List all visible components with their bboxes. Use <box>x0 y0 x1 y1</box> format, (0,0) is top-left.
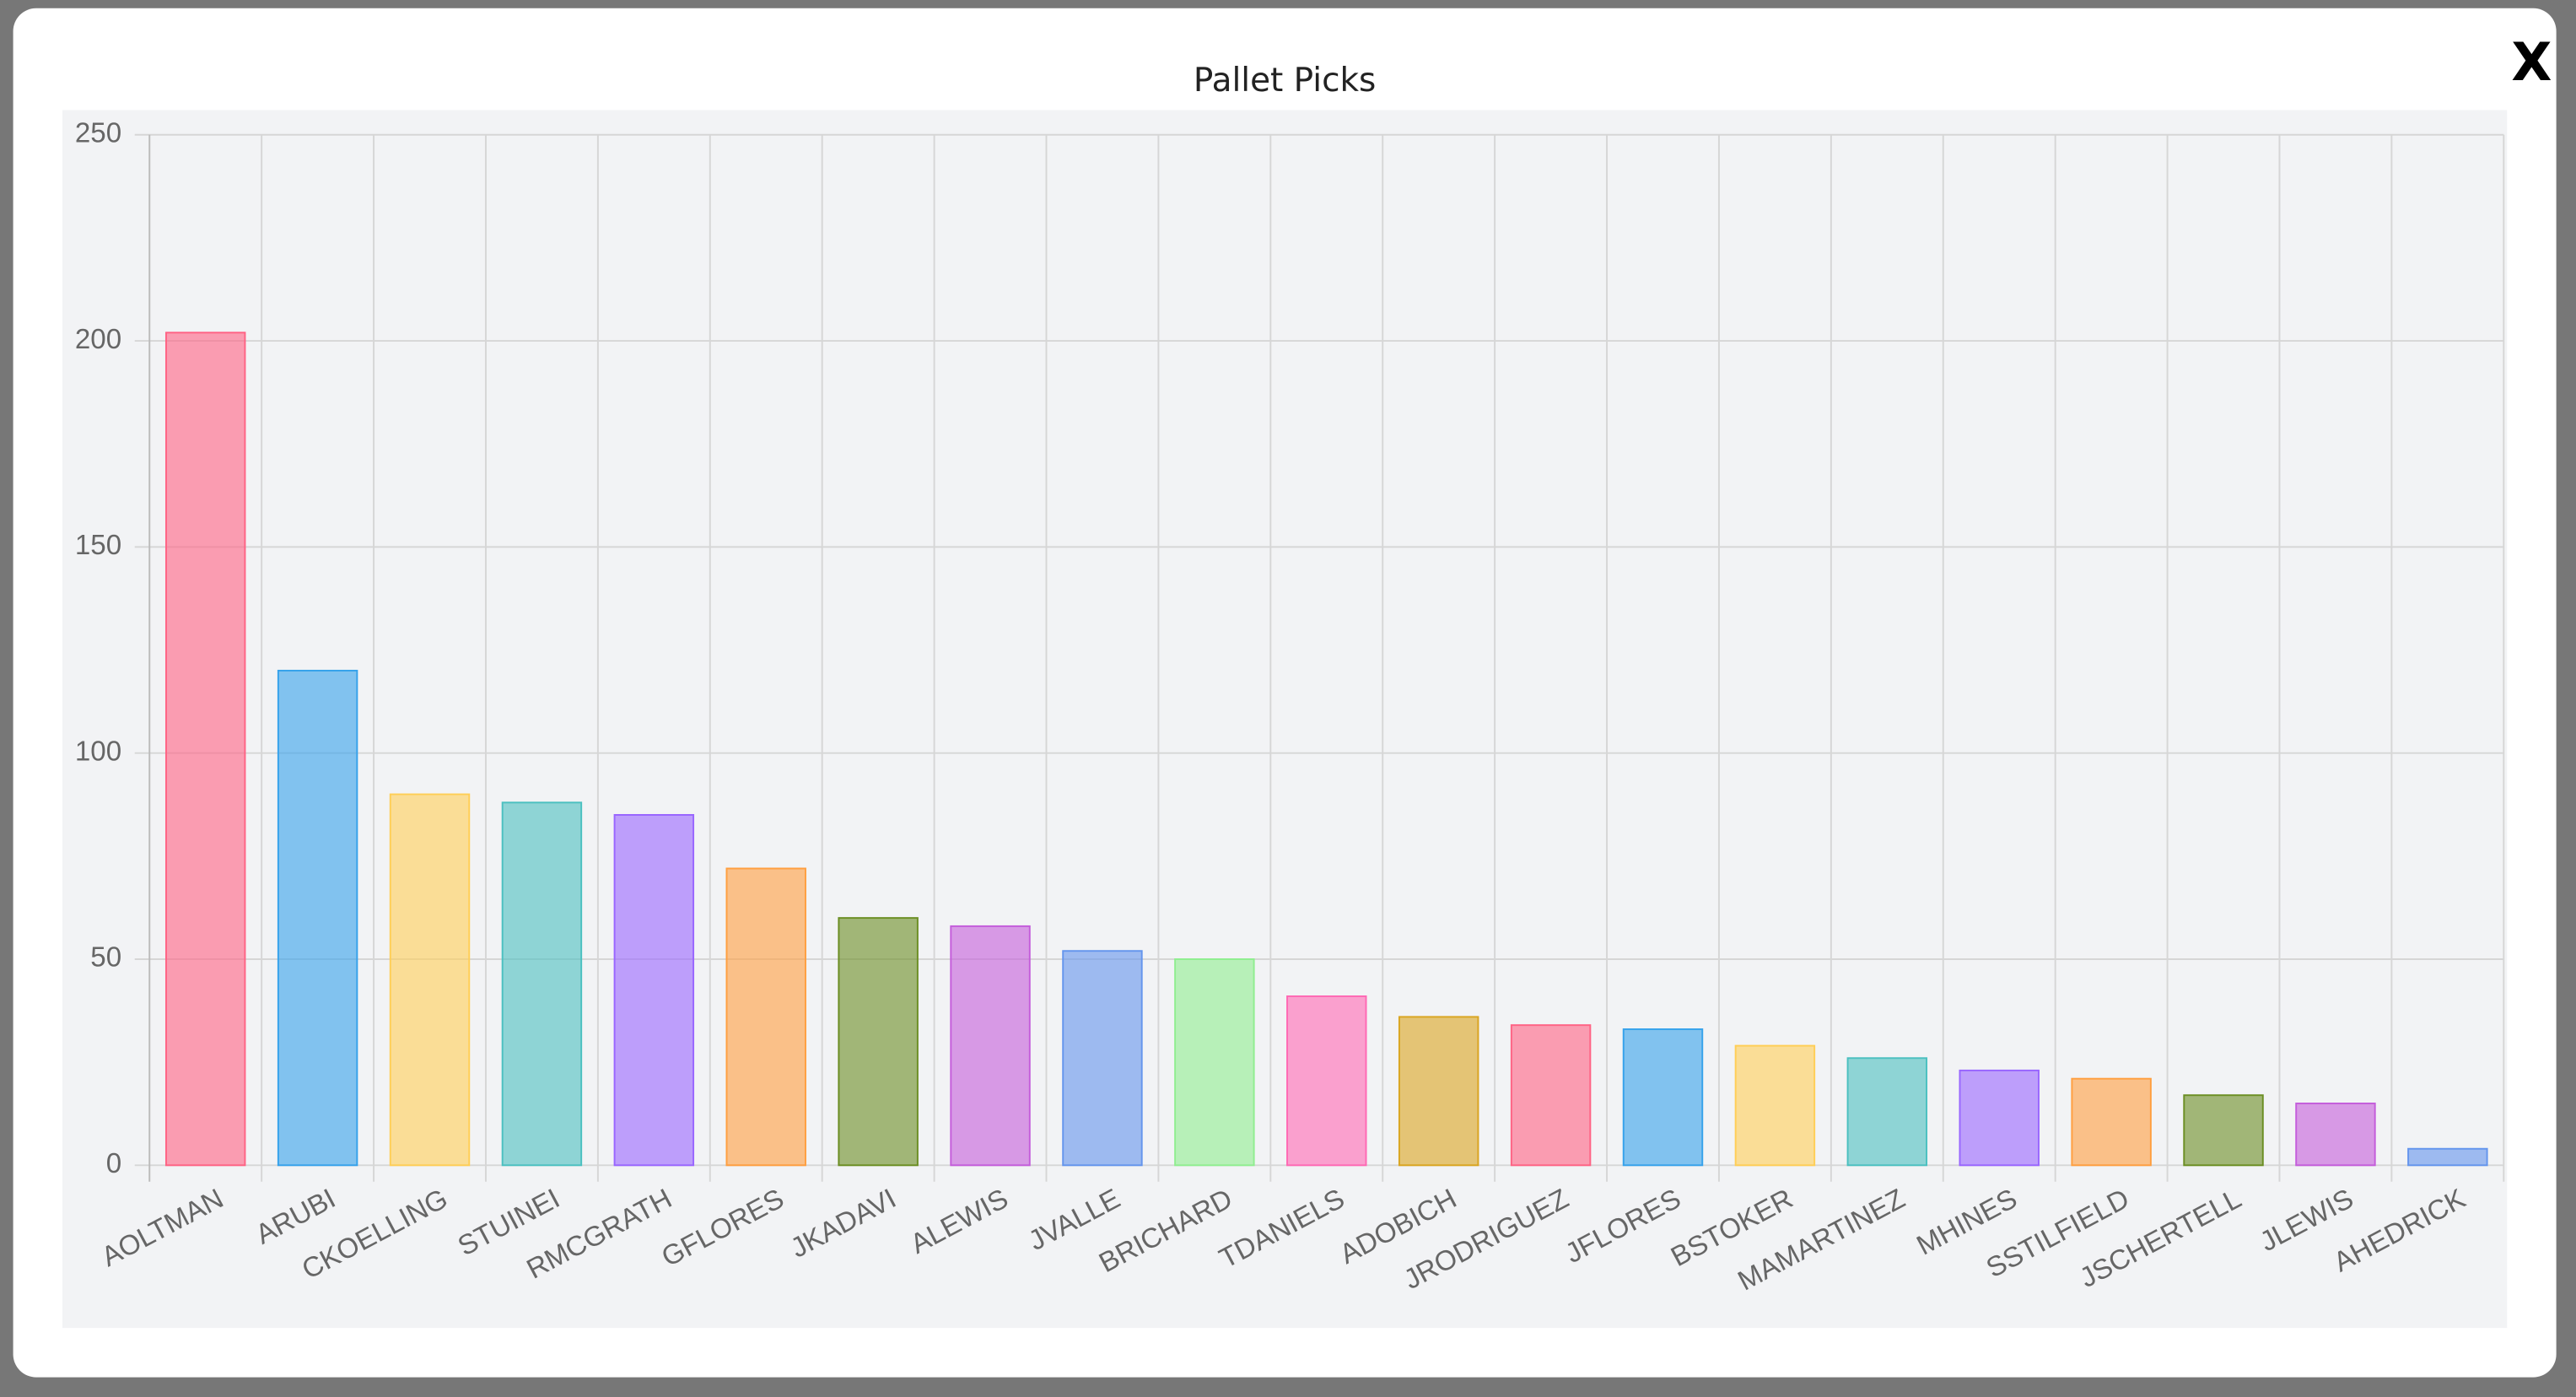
close-button[interactable]: X <box>2511 31 2552 93</box>
bar <box>725 867 806 1167</box>
bar <box>1062 950 1143 1167</box>
y-tick-label: 0 <box>106 1148 121 1179</box>
y-tick-label: 150 <box>75 530 121 561</box>
bar <box>501 801 583 1167</box>
y-tick-label: 100 <box>75 736 121 767</box>
bar <box>277 669 358 1167</box>
bar <box>1622 1028 1704 1167</box>
bar <box>1398 1016 1479 1167</box>
bar <box>1734 1044 1816 1167</box>
bar <box>950 925 1031 1167</box>
bar <box>389 793 471 1167</box>
bar <box>2295 1103 2376 1167</box>
bar <box>1846 1057 1928 1167</box>
bar <box>1510 1024 1592 1167</box>
bar <box>1959 1069 2040 1167</box>
bar <box>613 813 695 1167</box>
bar <box>1286 995 1367 1167</box>
bar <box>2407 1147 2488 1167</box>
bar <box>1174 958 1255 1167</box>
y-tick-label: 200 <box>75 324 121 355</box>
bar <box>2071 1077 2152 1167</box>
y-tick-label: 250 <box>75 118 121 149</box>
bar <box>2183 1094 2264 1167</box>
bar <box>838 917 919 1167</box>
bar <box>164 332 246 1167</box>
chart-title: Pallet Picks <box>1194 62 1376 100</box>
y-tick-label: 50 <box>90 942 121 974</box>
